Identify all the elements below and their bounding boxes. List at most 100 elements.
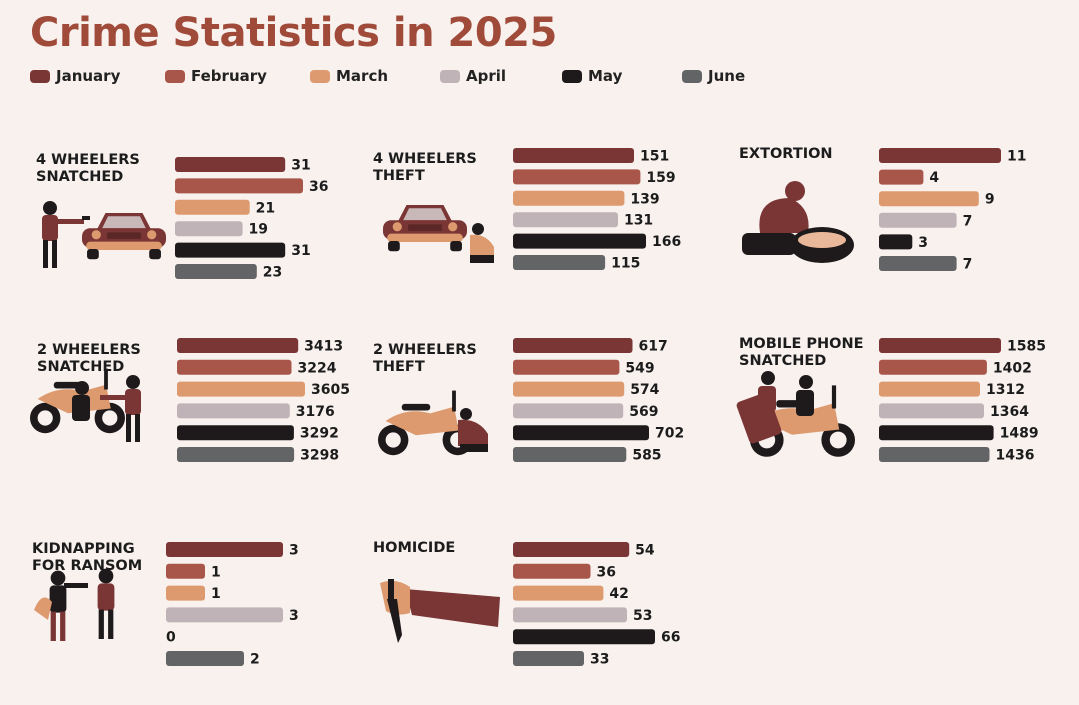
value-label-january: 11 <box>1007 149 1026 165</box>
bar-may <box>513 629 655 645</box>
legend-label: April <box>466 67 507 85</box>
panel-title-line: HOMICIDE <box>373 540 455 556</box>
value-label-march: 1312 <box>986 382 1025 398</box>
chart-panel-4: 2 WHEELERS SNATCHED 3413 3224 3605 3176 3292 32… <box>37 338 350 464</box>
value-label-january: 151 <box>640 149 669 165</box>
panel-title: EXTORTION <box>739 146 833 162</box>
chart-panel-1: 4 WHEELERS SNATCHED 31 36 21 19 31 23 <box>36 152 328 281</box>
bar-january <box>175 157 286 172</box>
legend-item-may: May <box>562 64 622 88</box>
bar-february <box>175 178 303 194</box>
legend-label: February <box>191 67 267 85</box>
value-label-may: 1489 <box>1000 426 1039 442</box>
legend-swatch <box>30 69 50 83</box>
value-label-may: 31 <box>291 243 310 259</box>
bar-may <box>177 425 294 441</box>
value-label-june: 1436 <box>996 448 1035 464</box>
value-label-february: 4 <box>929 170 939 186</box>
bar-june <box>513 255 606 270</box>
panel-title-line: 4 WHEELERS <box>36 152 140 168</box>
value-label-january: 3413 <box>304 339 343 355</box>
bar-may <box>513 425 649 441</box>
panel-title-line: THEFT <box>373 359 425 375</box>
value-label-may: 66 <box>661 630 680 646</box>
value-label-may: 0 <box>166 630 176 646</box>
value-label-february: 36 <box>596 564 615 580</box>
bar-june <box>175 264 257 279</box>
bar-march <box>513 585 604 601</box>
bar-march <box>177 381 305 397</box>
panel-title: HOMICIDE <box>373 540 455 556</box>
value-label-february: 36 <box>309 179 328 195</box>
legend-item-january: January <box>30 64 120 88</box>
panel-title-line: SNATCHED <box>37 359 124 375</box>
bar-march <box>166 585 205 601</box>
value-label-march: 3605 <box>311 382 350 398</box>
value-label-february: 3224 <box>297 360 336 376</box>
value-label-april: 131 <box>624 213 653 229</box>
panel-title: KIDNAPPING FOR RANSOM <box>32 541 142 574</box>
bar-february <box>879 359 987 375</box>
value-label-april: 1364 <box>990 404 1029 420</box>
chart-panel-6: MOBILE PHONE SNATCHED 1585 1402 1312 1364 1489… <box>739 336 1046 464</box>
bar-january <box>177 338 299 353</box>
legend-swatch <box>440 69 460 83</box>
phone-snatching-icon <box>736 371 855 457</box>
value-label-june: 115 <box>611 256 640 272</box>
bar-june <box>513 447 627 462</box>
panel-title-line: SNATCHED <box>36 169 123 185</box>
value-label-april: 19 <box>249 222 268 238</box>
panel-title: 4 WHEELERS SNATCHED <box>36 152 140 185</box>
value-label-february: 159 <box>646 170 675 186</box>
legend-item-april: April <box>440 64 506 88</box>
bar-june <box>166 651 244 666</box>
bar-february <box>513 169 641 185</box>
bar-june <box>879 256 957 271</box>
legend: January February March April May June <box>30 64 1070 92</box>
value-label-march: 139 <box>630 191 659 207</box>
bar-march <box>879 381 980 397</box>
panel-title-line: 4 WHEELERS <box>373 151 477 167</box>
bar-april <box>879 212 957 228</box>
bar-february <box>513 359 620 375</box>
panel-title-line: SNATCHED <box>739 353 826 369</box>
panel-title-line: FOR RANSOM <box>32 558 142 574</box>
panel-title-line: 2 WHEELERS <box>373 342 477 358</box>
value-label-may: 3292 <box>300 426 339 442</box>
bar-january <box>513 148 634 163</box>
kidnapping-icon <box>34 568 115 641</box>
value-label-march: 1 <box>211 586 221 602</box>
bar-april <box>513 403 624 419</box>
bar-may <box>879 234 913 250</box>
car-robbery-icon <box>42 201 166 268</box>
value-label-march: 21 <box>256 200 275 216</box>
value-label-january: 3 <box>289 543 299 559</box>
bar-april <box>177 403 290 419</box>
value-label-february: 549 <box>625 360 654 376</box>
value-label-january: 1585 <box>1007 339 1046 355</box>
bar-april <box>879 403 984 419</box>
chart-panel-8: HOMICIDE 54 36 42 53 66 33 <box>373 540 680 668</box>
value-label-june: 585 <box>632 448 661 464</box>
value-label-february: 1 <box>211 564 221 580</box>
bar-may <box>513 233 646 249</box>
bar-april <box>166 607 283 623</box>
chart-panel-2: 4 WHEELERS THEFT 151 159 139 131 166 115 <box>373 148 681 272</box>
legend-item-june: June <box>682 64 745 88</box>
value-label-april: 3176 <box>296 404 335 420</box>
panel-title: 2 WHEELERS SNATCHED <box>37 342 141 375</box>
bar-march <box>879 191 979 207</box>
bar-february <box>177 359 292 375</box>
legend-label: January <box>56 67 121 85</box>
page-title: Crime Statistics in 2025 <box>30 10 557 56</box>
value-label-january: 54 <box>635 543 655 559</box>
bar-april <box>513 607 627 623</box>
value-label-june: 3298 <box>300 448 339 464</box>
legend-swatch <box>562 69 582 83</box>
panel-title-line: THEFT <box>373 168 425 184</box>
value-label-april: 569 <box>629 404 658 420</box>
panel-title-line: EXTORTION <box>739 146 833 162</box>
knife-hand-icon <box>380 579 500 643</box>
bike-robbery-icon <box>30 368 141 442</box>
value-label-march: 42 <box>609 586 628 602</box>
